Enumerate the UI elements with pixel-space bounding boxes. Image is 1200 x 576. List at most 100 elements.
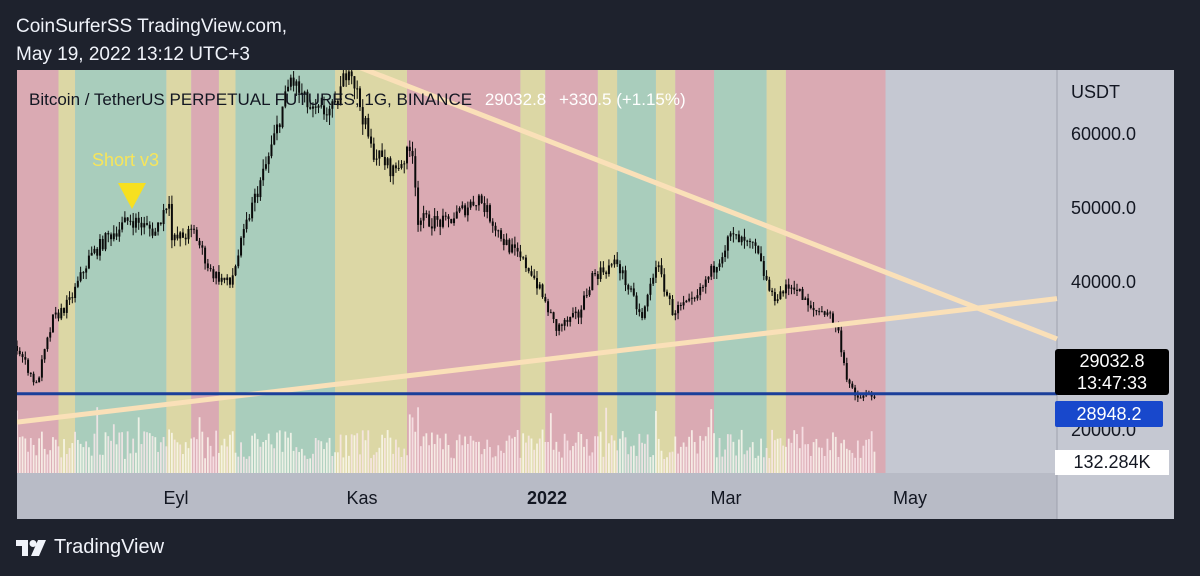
candle-body — [441, 215, 444, 227]
candle-body — [245, 219, 248, 230]
candle-body — [635, 295, 638, 310]
volume-bar — [513, 436, 516, 473]
volume-bar — [754, 458, 757, 473]
volume-bar — [577, 432, 580, 473]
line-price-tag: 28948.2 — [1055, 401, 1163, 427]
volume-bar — [118, 432, 121, 473]
volume-bar — [751, 442, 754, 473]
volume-bar — [348, 455, 350, 473]
x-tick: May — [892, 488, 928, 508]
candle-body — [555, 319, 558, 331]
candle-body — [406, 146, 408, 164]
candle-body — [735, 234, 738, 236]
candle-body — [314, 106, 317, 108]
volume-bar — [469, 435, 472, 473]
candle-body — [480, 195, 483, 204]
volume-bar — [21, 436, 24, 473]
volume-bar — [823, 456, 826, 473]
volume-bar — [868, 439, 870, 473]
candle-body — [358, 88, 361, 108]
y-tick: 50000.0 — [1071, 198, 1137, 218]
volume-bar — [599, 431, 602, 473]
candle-body — [234, 266, 237, 276]
volume-bar — [793, 430, 796, 473]
volume-bar — [52, 437, 54, 473]
candle-body — [469, 201, 472, 208]
candle-body — [591, 273, 594, 291]
candle-body — [818, 311, 821, 313]
candle-body — [845, 363, 848, 380]
candle-body — [220, 277, 223, 282]
footer-brand: TradingView — [54, 536, 165, 558]
candle-body — [826, 312, 829, 315]
candle-body — [389, 158, 392, 177]
volume-bar — [643, 443, 646, 473]
chart-frame[interactable]: Bitcoin / TetherUS PERPETUAL FUTURES, 1G… — [17, 70, 1174, 519]
volume-bar — [179, 444, 182, 473]
volume-bar — [101, 454, 104, 473]
y-tick: 60000.0 — [1071, 124, 1137, 144]
volume-bar — [372, 454, 375, 473]
regime-band-yellow — [166, 70, 192, 473]
candle-body — [419, 220, 422, 225]
volume-bar — [76, 439, 79, 473]
candle-body — [768, 279, 771, 291]
candle-body — [710, 265, 713, 277]
volume-bar — [342, 457, 345, 473]
volume-bar — [284, 431, 287, 473]
candle-body — [760, 253, 763, 262]
candle-body — [38, 377, 41, 383]
volume-bar — [566, 440, 569, 473]
candle-body — [101, 239, 104, 250]
candle-body — [815, 310, 818, 312]
candle-body — [704, 279, 707, 287]
volume-bar — [798, 448, 801, 473]
volume-bar — [845, 448, 848, 473]
y-tick: 40000.0 — [1071, 272, 1137, 292]
volume-bar — [392, 453, 395, 473]
volume-bar — [229, 434, 231, 473]
candle-body — [621, 270, 624, 274]
volume-bar — [43, 448, 46, 473]
candle-body — [253, 193, 256, 203]
candle-body — [242, 229, 245, 238]
volume-bar — [248, 456, 251, 473]
volume-bar — [198, 417, 201, 473]
candle-body — [829, 312, 832, 314]
volume-bar — [447, 444, 450, 473]
candle-body — [170, 203, 173, 241]
candle-body — [79, 272, 82, 281]
volume-bar — [439, 438, 442, 473]
volume-bar — [49, 450, 52, 473]
short-marker-down-triangle-icon — [118, 183, 146, 209]
candle-body — [408, 146, 411, 151]
candle-body — [751, 241, 754, 243]
price-chart[interactable] — [17, 70, 1174, 519]
candle-body — [483, 203, 486, 213]
candle-body — [311, 106, 314, 109]
volume-bar — [287, 437, 289, 473]
volume-bar — [345, 435, 348, 473]
candle-body — [688, 298, 691, 301]
volume-bar — [430, 432, 433, 473]
volume-bar — [218, 452, 220, 473]
volume-bar — [276, 432, 278, 473]
candle-body — [179, 232, 182, 239]
candle-body — [93, 248, 96, 253]
volume-bar — [281, 451, 284, 473]
volume-bar — [107, 436, 110, 473]
volume-bar — [309, 458, 312, 473]
candle-body — [96, 248, 99, 256]
volume-bar — [707, 427, 710, 473]
candle-body — [873, 396, 876, 398]
volume-bar — [848, 450, 851, 473]
volume-bar — [732, 441, 735, 473]
volume-bar — [121, 432, 124, 473]
candle-body — [458, 208, 461, 212]
candle-body — [148, 224, 151, 229]
candle-body — [320, 105, 323, 107]
volume-bar — [715, 457, 718, 473]
candle-body — [486, 205, 489, 213]
volume-bar — [505, 440, 508, 473]
candle-body — [226, 277, 229, 281]
